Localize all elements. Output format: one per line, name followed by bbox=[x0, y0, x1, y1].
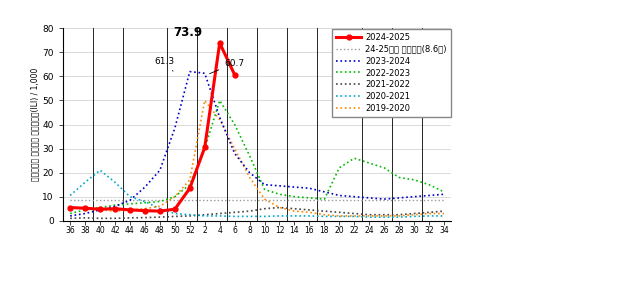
Text: 61.3: 61.3 bbox=[154, 57, 174, 71]
Text: 60.7: 60.7 bbox=[209, 59, 245, 74]
Y-axis label: 인플루엔자 의사환자 의사환자율(ILI) / 1,000: 인플루엔자 의사환자 의사환자율(ILI) / 1,000 bbox=[30, 68, 40, 181]
Legend: 2024-2025, 24-25절기 유행기준(8.6명), 2023-2024, 2022-2023, 2021-2022, 2020-2021, 2019-: 2024-2025, 24-25절기 유행기준(8.6명), 2023-2024… bbox=[332, 29, 451, 117]
Text: 73.9: 73.9 bbox=[174, 26, 203, 39]
